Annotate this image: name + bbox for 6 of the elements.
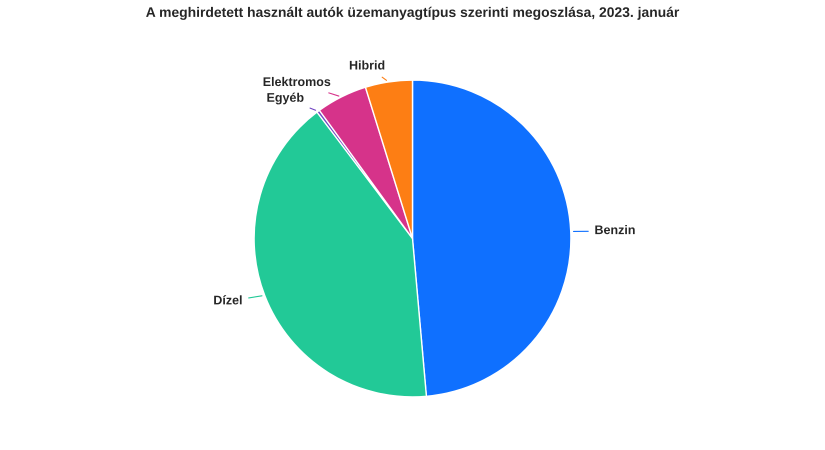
slice-label: Elektromos (264, 76, 330, 86)
chart-title: A meghirdetett használt autók üzemanyagtípus szerinti megoszlása, 2023. január (146, 6, 680, 20)
slice-label: Hibrid (350, 60, 384, 70)
slice-label: Egyéb (267, 92, 304, 104)
slice-label: Benzin (595, 225, 635, 234)
slice-label: Dízel (214, 295, 242, 304)
